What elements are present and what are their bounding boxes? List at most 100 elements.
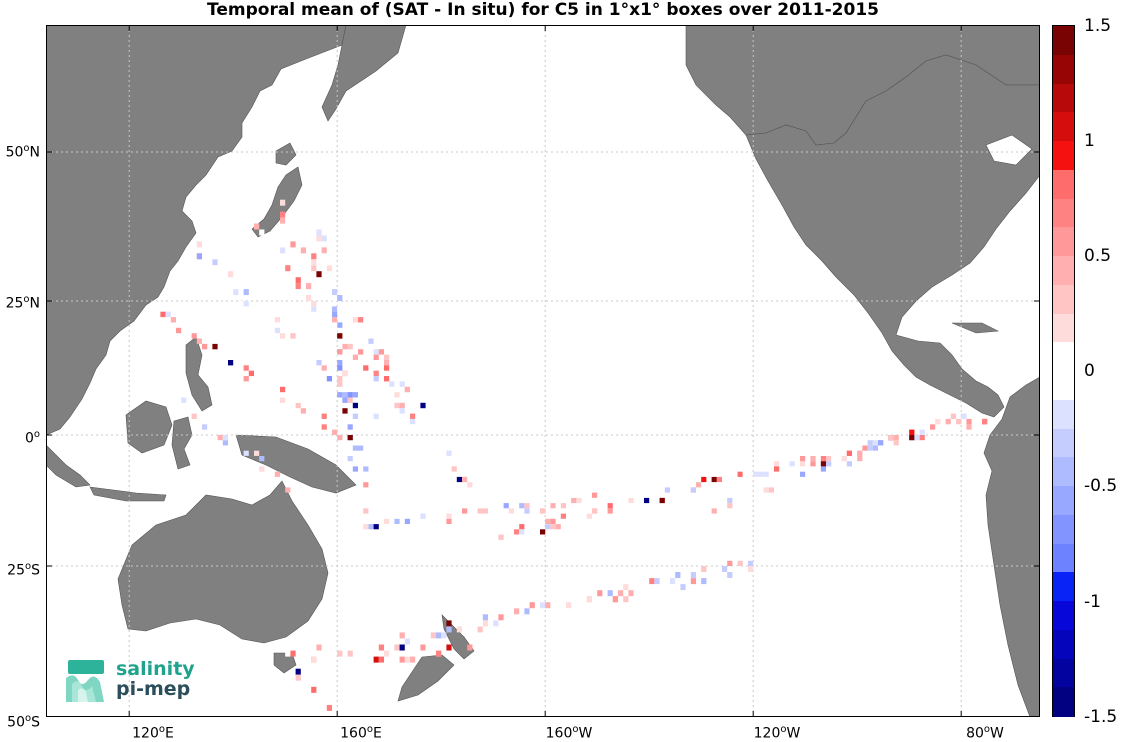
data-cell xyxy=(456,626,462,633)
data-cell xyxy=(326,376,332,382)
data-cell xyxy=(342,392,348,398)
data-cell xyxy=(623,596,629,603)
data-cell xyxy=(280,397,286,403)
data-cell xyxy=(878,440,884,446)
colorbar-segment xyxy=(1053,342,1074,372)
data-cell xyxy=(415,513,421,519)
data-cell xyxy=(264,317,270,323)
data-cell xyxy=(919,429,925,435)
lat-label-50n: 50oN xyxy=(5,143,40,161)
data-cell xyxy=(420,638,426,645)
data-cell xyxy=(337,392,343,398)
data-cell xyxy=(326,704,332,711)
data-cell xyxy=(654,578,660,585)
data-cell xyxy=(451,461,457,467)
data-cell xyxy=(243,376,249,382)
data-cell xyxy=(316,229,322,236)
data-cell xyxy=(623,508,629,514)
data-cell xyxy=(628,497,634,504)
data-cell xyxy=(337,365,343,371)
colorbar-tick-0.5: 0.5 xyxy=(1084,246,1112,266)
data-cell xyxy=(316,360,322,366)
colorbar-segment xyxy=(1053,284,1074,314)
data-cell xyxy=(436,650,442,657)
data-cell xyxy=(332,327,338,334)
data-cell xyxy=(545,518,551,524)
data-cell xyxy=(274,386,280,393)
data-cell xyxy=(332,322,338,328)
data-cell xyxy=(404,656,410,663)
data-cell xyxy=(217,435,223,441)
data-cell xyxy=(342,397,348,403)
data-cell xyxy=(300,247,306,254)
colorbar-segment xyxy=(1053,457,1074,487)
colorbar-tick-minus-1.5: -1.5 xyxy=(1084,707,1118,727)
data-cell xyxy=(280,259,286,266)
data-cell xyxy=(285,650,291,657)
colorbar-segment xyxy=(1053,399,1074,429)
data-cell xyxy=(571,497,577,504)
data-cell xyxy=(295,674,301,681)
lat-label-25s: 25oS xyxy=(7,561,40,579)
data-cell xyxy=(373,656,379,663)
data-cell xyxy=(820,466,826,472)
colorbar-segment xyxy=(1053,26,1074,56)
data-cell xyxy=(368,338,374,344)
data-cell xyxy=(540,508,546,514)
data-cell xyxy=(384,365,390,371)
data-cell xyxy=(420,402,426,409)
data-cell xyxy=(337,376,343,382)
land-kamchatka xyxy=(321,25,407,122)
data-cell xyxy=(930,424,936,430)
lat-label-25n: 25oN xyxy=(5,294,40,312)
data-cell xyxy=(196,253,202,260)
salinity-map xyxy=(46,25,1040,717)
data-cell xyxy=(363,508,369,514)
data-cell xyxy=(467,482,473,488)
data-cell xyxy=(628,590,634,597)
data-cell xyxy=(872,445,878,451)
data-cell xyxy=(789,461,795,467)
colorbar-segment xyxy=(1053,112,1074,142)
colorbar-segment xyxy=(1053,313,1074,343)
land-masses xyxy=(46,25,1040,717)
data-cell xyxy=(399,656,405,663)
data-cell xyxy=(337,295,343,301)
data-cell xyxy=(321,413,327,419)
data-cell xyxy=(410,656,416,663)
data-cell xyxy=(238,301,244,307)
data-cell xyxy=(862,445,868,451)
data-cell xyxy=(727,497,733,504)
data-cell xyxy=(280,333,286,339)
data-cell xyxy=(675,572,681,578)
data-cell xyxy=(441,632,447,639)
data-cell xyxy=(274,317,280,323)
data-cell xyxy=(446,620,452,627)
data-cell xyxy=(243,365,249,371)
data-cell xyxy=(373,518,379,524)
data-cell xyxy=(352,354,358,360)
data-cell xyxy=(623,584,629,591)
data-cell xyxy=(446,450,452,456)
data-cell xyxy=(784,471,790,477)
data-cell xyxy=(753,471,759,477)
data-cell xyxy=(228,271,234,278)
colorbar-segment xyxy=(1053,428,1074,458)
data-cell xyxy=(508,508,514,514)
data-cell xyxy=(363,524,369,530)
data-cell xyxy=(378,656,384,663)
data-cell xyxy=(664,487,670,493)
data-cell xyxy=(914,435,920,441)
data-cell xyxy=(404,518,410,524)
data-cell xyxy=(389,644,395,651)
data-cell xyxy=(524,503,530,509)
lon-label-120w: 120oW xyxy=(753,724,801,742)
colorbar-segment xyxy=(1053,658,1074,688)
map-panel[interactable] xyxy=(46,25,1040,717)
data-cell xyxy=(966,418,972,425)
colorbar-segment xyxy=(1053,141,1074,171)
axis-ticks xyxy=(46,25,1040,717)
data-cell xyxy=(332,295,338,301)
data-cell xyxy=(420,518,426,524)
data-cell xyxy=(425,644,431,651)
